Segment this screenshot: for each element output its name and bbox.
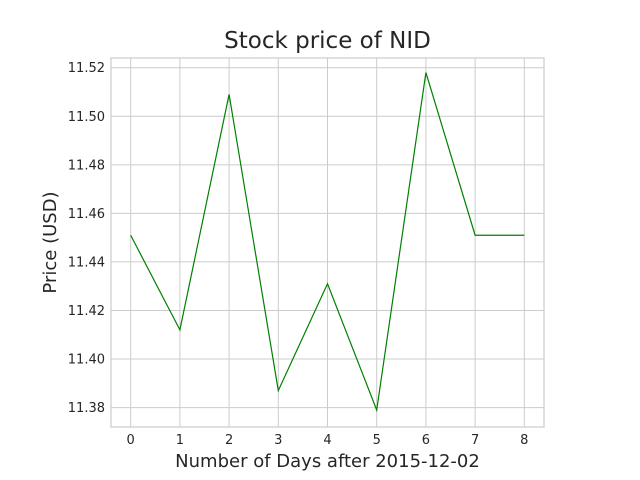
x-tick-label: 6 — [422, 433, 430, 448]
x-tick-label: 5 — [373, 433, 381, 448]
x-axis-label: Number of Days after 2015-12-02 — [175, 451, 480, 472]
y-tick-label: 11.38 — [68, 401, 105, 416]
data-point — [179, 329, 180, 330]
y-tick-labels: 11.38 11.40 11.42 11.44 11.46 11.48 11.50 11.52 — [68, 61, 105, 416]
y-axis-label: Price (USD) — [40, 191, 61, 293]
y-tick-label: 11.42 — [68, 304, 105, 319]
data-point — [130, 235, 131, 236]
y-tick-label: 11.46 — [68, 207, 105, 222]
series-line — [130, 72, 525, 413]
plot-frame — [110, 57, 545, 428]
data-point — [475, 235, 476, 236]
data-point — [327, 283, 328, 284]
y-tick-label: 11.52 — [68, 61, 105, 76]
y-tick-label: 11.40 — [68, 353, 105, 368]
y-tick-label: 11.48 — [68, 158, 105, 173]
series-layer — [130, 72, 525, 413]
x-tick-label: 7 — [471, 433, 479, 448]
data-point — [524, 235, 525, 236]
x-tick-labels: 0 1 2 3 4 5 6 7 8 — [127, 433, 529, 448]
x-tick-label: 4 — [323, 433, 331, 448]
x-tick-label: 1 — [176, 433, 184, 448]
data-point — [376, 409, 377, 410]
chart-title: Stock price of NID — [224, 28, 431, 54]
x-tick-label: 2 — [225, 433, 233, 448]
data-point — [278, 390, 279, 391]
x-tick-label: 3 — [274, 433, 282, 448]
y-tick-label: 11.44 — [68, 255, 105, 270]
y-tick-label: 11.50 — [68, 110, 105, 125]
x-tick-label: 0 — [127, 433, 135, 448]
data-point — [228, 94, 229, 95]
grid — [111, 58, 544, 427]
data-point — [425, 72, 426, 73]
x-tick-label: 8 — [520, 433, 528, 448]
